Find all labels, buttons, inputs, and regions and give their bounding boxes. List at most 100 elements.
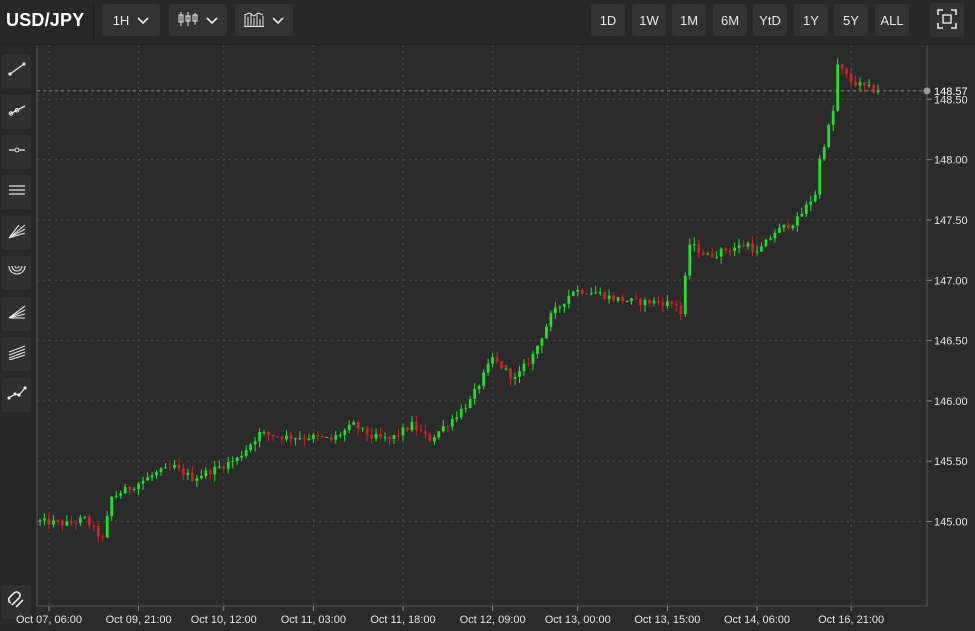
candle-body	[267, 432, 270, 435]
candle-body	[218, 467, 221, 468]
candle-body	[39, 520, 42, 521]
candle-body	[818, 159, 821, 195]
x-tick-label: Oct 14, 06:00	[724, 614, 790, 626]
candle-body	[437, 431, 440, 437]
candle-body	[231, 461, 234, 462]
candle-body	[756, 252, 759, 253]
candle-body	[128, 487, 131, 490]
candle-body	[420, 430, 423, 431]
candle-body	[720, 249, 723, 257]
candle-body	[863, 82, 866, 85]
candle-body	[814, 195, 817, 202]
candle-body	[697, 244, 700, 253]
candle-body	[83, 517, 86, 518]
candle-body	[854, 82, 857, 85]
candle-body	[334, 435, 337, 439]
candle-body	[428, 434, 431, 442]
candle-body	[742, 245, 745, 247]
candle-body	[684, 276, 687, 314]
candle-body	[845, 68, 848, 73]
candle-body	[827, 125, 830, 147]
candle-body	[675, 304, 678, 306]
x-axis: Oct 07, 06:00 Oct 09, 21:00 Oct 10, 12:00 O…	[16, 606, 884, 626]
candle-body	[442, 426, 445, 431]
candle-body	[137, 484, 140, 489]
candle-body	[666, 301, 669, 306]
candle-body	[800, 214, 803, 217]
candle-body	[294, 438, 297, 439]
candle-body	[778, 227, 781, 232]
candle-body	[868, 85, 871, 86]
candle-body	[451, 419, 454, 426]
candle-body	[240, 456, 243, 458]
candle-body	[66, 521, 69, 525]
candle-body	[101, 537, 104, 538]
candle-body	[487, 364, 490, 373]
candle-body	[330, 437, 333, 440]
candle-body	[554, 308, 557, 314]
candle-body	[411, 422, 414, 430]
x-tick-label: Oct 09, 21:00	[106, 614, 172, 626]
candle-body	[48, 518, 51, 524]
candle-body	[733, 248, 736, 251]
candle-body	[536, 346, 539, 354]
candle-body	[173, 465, 176, 468]
candle-body	[455, 417, 458, 419]
candle-body	[325, 437, 328, 438]
candle-body	[590, 293, 593, 294]
candle-body	[706, 254, 709, 255]
candle-body	[339, 435, 342, 436]
candle-body	[738, 245, 741, 248]
candle-body	[119, 493, 122, 495]
candle-body	[836, 65, 839, 111]
candle-body	[796, 216, 799, 225]
candle-body	[608, 295, 611, 298]
candle-body	[558, 307, 561, 308]
candle-body	[841, 65, 844, 69]
candle-body	[285, 436, 288, 440]
candle-body	[724, 249, 727, 251]
candle-body	[769, 238, 772, 239]
candle-body	[765, 240, 768, 247]
candle-body	[648, 300, 651, 303]
candle-body	[809, 201, 812, 204]
candle-body	[859, 82, 862, 85]
candle-body	[630, 298, 633, 301]
candle-body	[182, 468, 185, 475]
candle-body	[263, 432, 266, 433]
candle-body	[43, 518, 46, 520]
candle-body	[518, 371, 521, 377]
candle-body	[406, 428, 409, 431]
candle-body	[61, 521, 64, 525]
candle-body	[482, 372, 485, 385]
candle-body	[402, 428, 405, 436]
candle-body	[433, 437, 436, 441]
candle-body	[379, 434, 382, 437]
candle-body	[500, 361, 503, 368]
current-price-dot	[924, 87, 931, 94]
candle-body	[195, 478, 198, 481]
x-tick-label: Oct 11, 18:00	[370, 614, 435, 626]
candle-body	[612, 295, 615, 300]
candle-body	[635, 298, 638, 299]
candle-body	[316, 435, 319, 436]
candle-body	[505, 368, 508, 369]
candle-body	[178, 465, 181, 468]
candle-body	[290, 436, 293, 440]
candle-body	[702, 253, 705, 255]
candle-body	[222, 467, 225, 469]
candle-body	[599, 292, 602, 293]
candle-body	[639, 299, 642, 305]
candle-body	[276, 436, 279, 437]
candle-body	[581, 290, 584, 294]
candle-body	[258, 432, 261, 441]
candle-body	[478, 386, 481, 389]
candle-body	[774, 233, 777, 238]
candle-body	[688, 245, 691, 276]
candle-body	[783, 225, 786, 228]
y-tick-label: 147.00	[934, 275, 968, 287]
candle-body	[791, 225, 794, 228]
candle-body	[160, 468, 163, 472]
candle-body	[460, 409, 463, 417]
